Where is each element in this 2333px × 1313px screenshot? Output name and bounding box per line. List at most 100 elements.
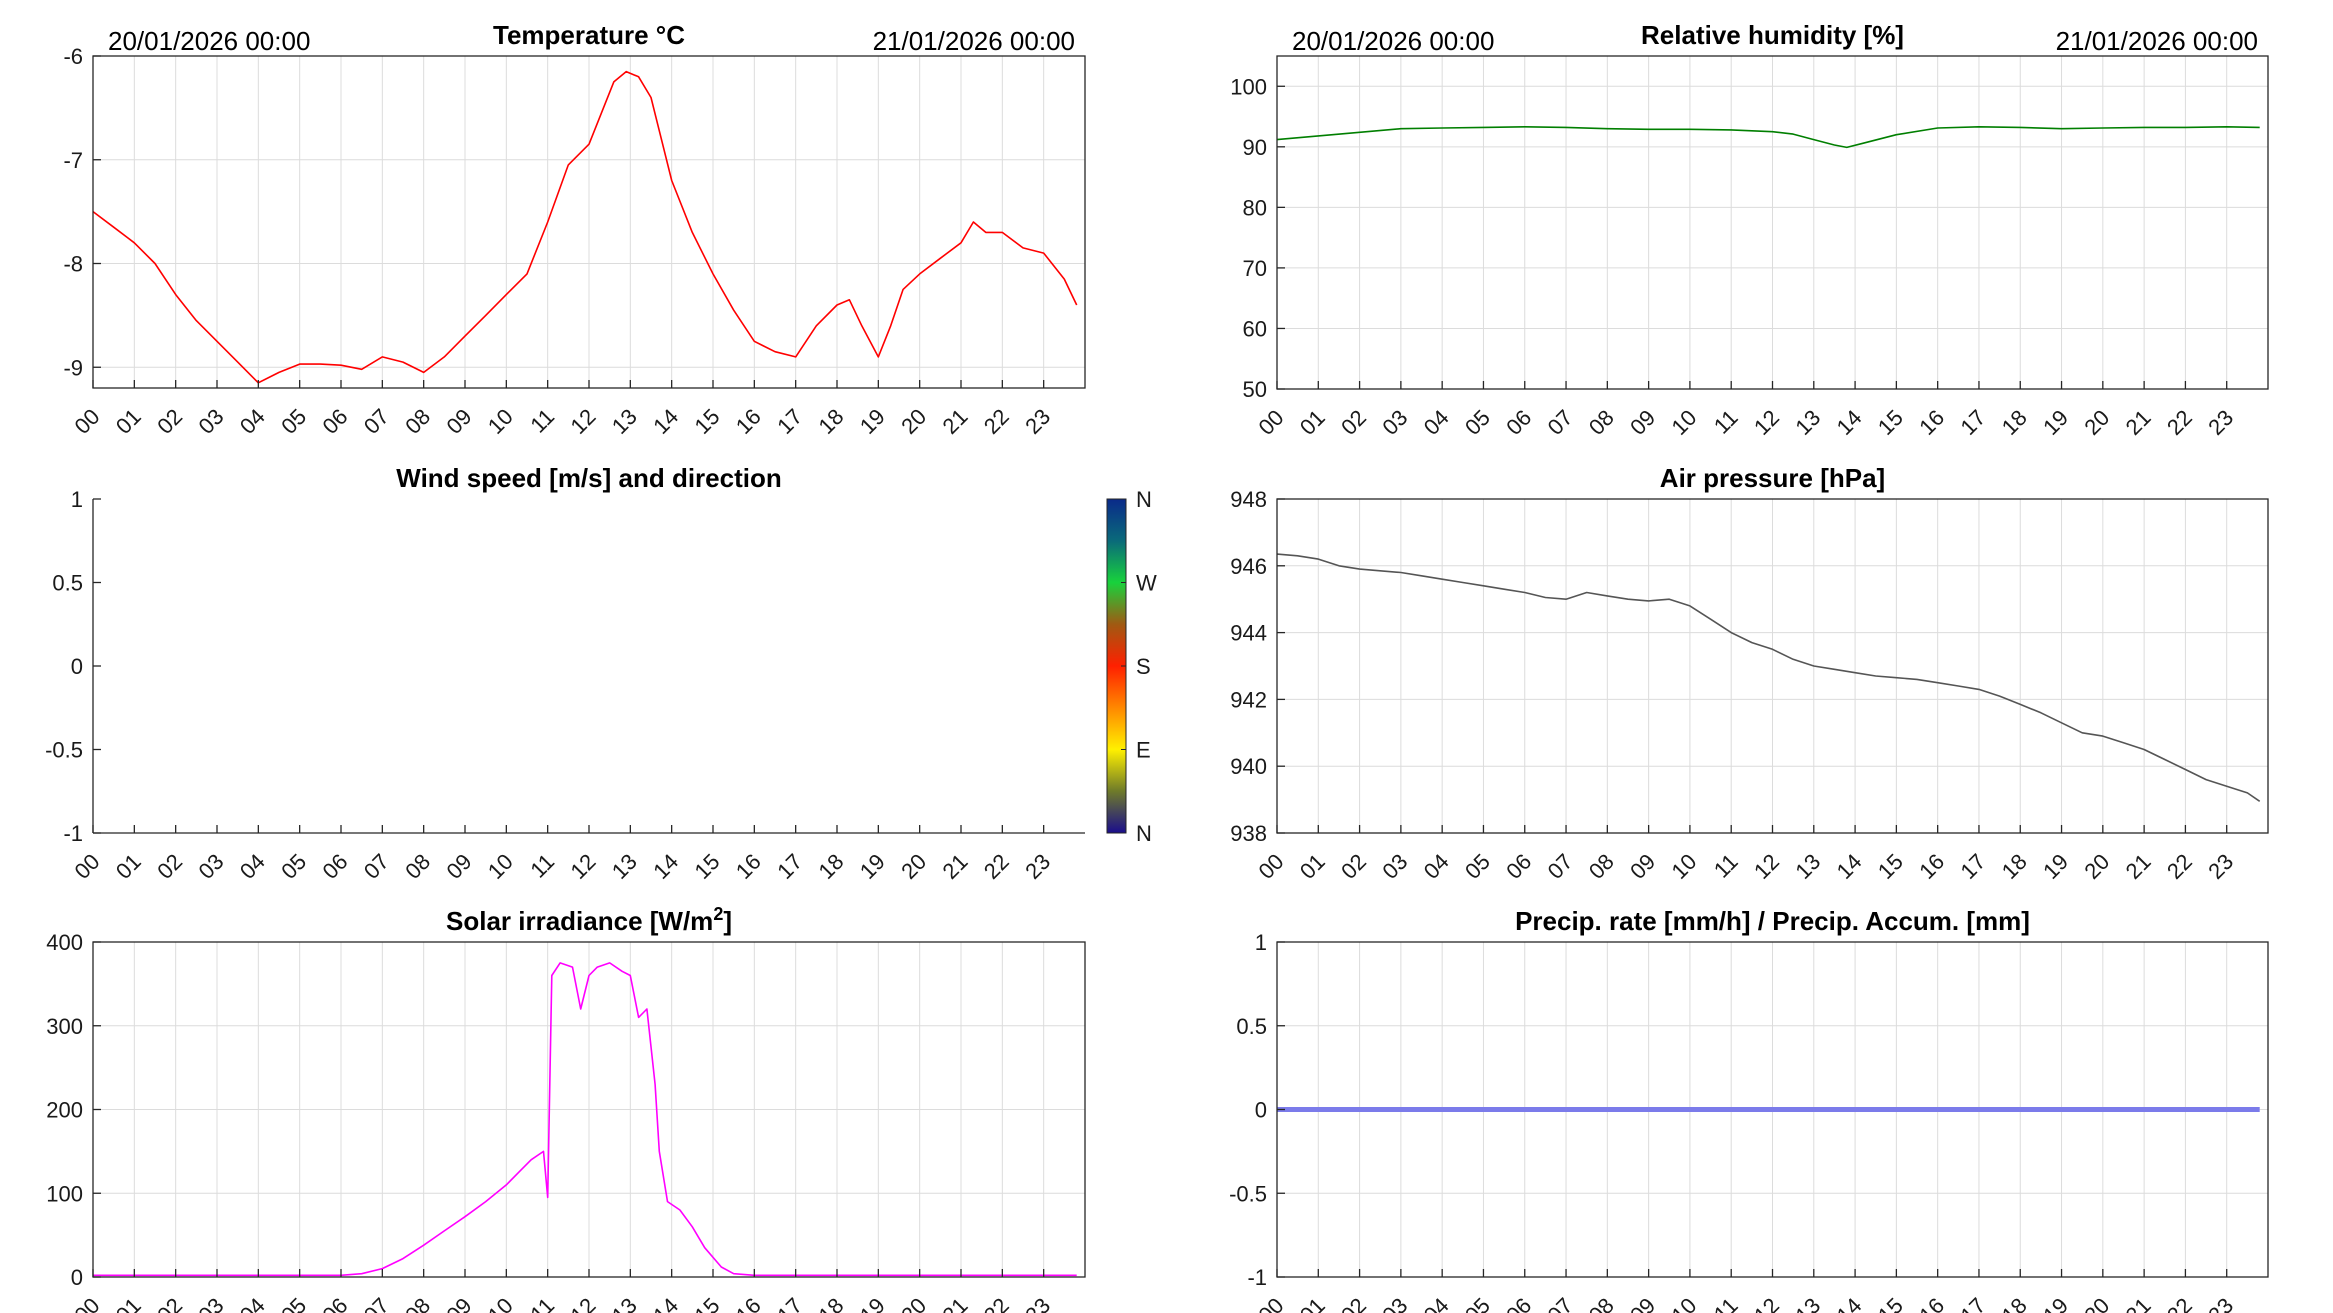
series-line-0 (93, 962, 1077, 1277)
y-tick-label: 0.5 (52, 571, 83, 596)
x-tick-label: 07 (1543, 849, 1578, 884)
x-tick-label: 09 (442, 849, 477, 884)
y-tick-label: 60 (1243, 316, 1267, 341)
date-end: 21/01/2026 00:00 (2056, 26, 2258, 56)
x-tick-label: 15 (1873, 849, 1908, 884)
series-line-0 (92, 70, 1078, 384)
y-tick-label: 0 (71, 654, 83, 679)
x-tick-label: 12 (1749, 405, 1784, 440)
x-tick-label: 04 (235, 404, 270, 439)
x-tick-label: 02 (1336, 405, 1371, 440)
y-tick-label: 100 (1230, 74, 1267, 99)
x-tick-label: 16 (1914, 405, 1949, 440)
x-tick-label: 19 (855, 404, 890, 439)
y-tick-label: 946 (1230, 554, 1267, 579)
x-tick-label: 21 (2121, 1293, 2156, 1313)
x-tick-label: 05 (1460, 849, 1495, 884)
x-tick-label: 20 (2079, 1293, 2114, 1313)
x-tick-label: 22 (979, 1293, 1014, 1313)
y-tick-label: -0.5 (45, 738, 83, 763)
x-tick-label: 09 (1625, 849, 1660, 884)
x-tick-label: 08 (1584, 1293, 1619, 1313)
x-tick-label: 17 (772, 1293, 807, 1313)
series-line-0 (1276, 553, 2261, 802)
y-tick-label: -8 (63, 252, 83, 277)
x-tick-label: 19 (2038, 405, 2073, 440)
x-tick-label: 18 (1997, 405, 2032, 440)
x-tick-label: 06 (318, 849, 353, 884)
x-tick-label: 14 (648, 849, 683, 884)
x-tick-label: 09 (442, 1293, 477, 1313)
x-tick-label: 05 (276, 849, 311, 884)
x-tick-label: 16 (1914, 1293, 1949, 1313)
x-tick-label: 03 (194, 1293, 229, 1313)
y-tick-label: -0.5 (1229, 1181, 1267, 1206)
x-tick-label: 03 (194, 849, 229, 884)
x-tick-label: 17 (1956, 405, 1991, 440)
x-tick-label: 15 (690, 1293, 725, 1313)
x-tick-label: 04 (1419, 405, 1454, 440)
y-tick-label: -7 (63, 148, 83, 173)
x-tick-label: 15 (1873, 1293, 1908, 1313)
x-tick-label: 02 (152, 849, 187, 884)
y-tick-label: 1 (71, 487, 83, 512)
x-tick-label: 00 (70, 849, 105, 884)
y-tick-label: 300 (46, 1014, 83, 1039)
y-tick-label: 50 (1243, 377, 1267, 402)
x-tick-label: 03 (1377, 1293, 1412, 1313)
x-tick-label: 00 (1254, 1293, 1289, 1313)
y-tick-label: -6 (63, 44, 83, 69)
x-tick-label: 08 (400, 849, 435, 884)
x-tick-label: 11 (1709, 1293, 1743, 1313)
x-tick-label: 10 (1666, 849, 1701, 884)
x-tick-label: 03 (1377, 405, 1412, 440)
x-tick-label: 19 (855, 1293, 890, 1313)
x-tick-label: 15 (690, 404, 725, 439)
chart-panel-3: 948 946 944 942 940 938 00 01 02 03 04 05 06 07 08 09 10… (1230, 463, 2269, 884)
y-tick-label: 0 (71, 1265, 83, 1290)
chart-title: Relative humidity [%] (1641, 20, 1904, 50)
y-tick-label: 80 (1243, 195, 1267, 220)
x-tick-label: 22 (979, 849, 1014, 884)
x-tick-label: 20 (2079, 405, 2114, 440)
x-tick-label: 03 (1377, 849, 1412, 884)
x-tick-label: 12 (566, 404, 601, 439)
y-tick-label: 942 (1230, 687, 1267, 712)
x-tick-label: 19 (855, 849, 890, 884)
x-tick-label: 01 (111, 1293, 146, 1313)
x-tick-label: 07 (359, 1293, 394, 1313)
x-tick-label: 21 (2121, 849, 2156, 884)
x-tick-label: 01 (1295, 1293, 1330, 1313)
x-tick-label: 04 (1419, 1293, 1454, 1313)
x-tick-label: 20 (896, 1293, 931, 1313)
colorbar-label: N (1136, 821, 1152, 846)
x-tick-label: 15 (1873, 405, 1908, 440)
y-tick-label: 100 (46, 1181, 83, 1206)
x-tick-label: 20 (896, 849, 931, 884)
x-tick-label: 23 (1020, 1293, 1055, 1313)
y-tick-label: 90 (1243, 135, 1267, 160)
x-tick-label: 17 (1956, 1293, 1991, 1313)
x-tick-label: 01 (1295, 849, 1330, 884)
x-tick-label: 13 (1790, 405, 1825, 440)
x-tick-label: 23 (2203, 405, 2238, 440)
x-tick-label: 23 (1020, 849, 1055, 884)
chart-panel-5: 1 0.5 0 -0.5 -1 00 01 02 03 04 05 06 07 08 09 10 11 12 13 1… (1229, 906, 2269, 1313)
x-tick-label: 02 (1336, 849, 1371, 884)
x-tick-label: 12 (566, 849, 601, 884)
x-tick-label: 18 (1997, 849, 2032, 884)
x-tick-label: 21 (938, 1293, 973, 1313)
x-tick-label: 15 (690, 849, 725, 884)
y-tick-label: 940 (1230, 754, 1267, 779)
x-tick-label: 18 (814, 1293, 849, 1313)
x-tick-label: 01 (111, 849, 146, 884)
y-tick-label: 400 (46, 930, 83, 955)
x-tick-label: 10 (483, 1293, 518, 1313)
x-tick-label: 06 (1501, 1293, 1536, 1313)
x-tick-label: 07 (1543, 1293, 1578, 1313)
x-tick-label: 10 (1666, 1293, 1701, 1313)
x-tick-label: 02 (152, 1293, 187, 1313)
x-tick-label: 14 (648, 1293, 683, 1313)
